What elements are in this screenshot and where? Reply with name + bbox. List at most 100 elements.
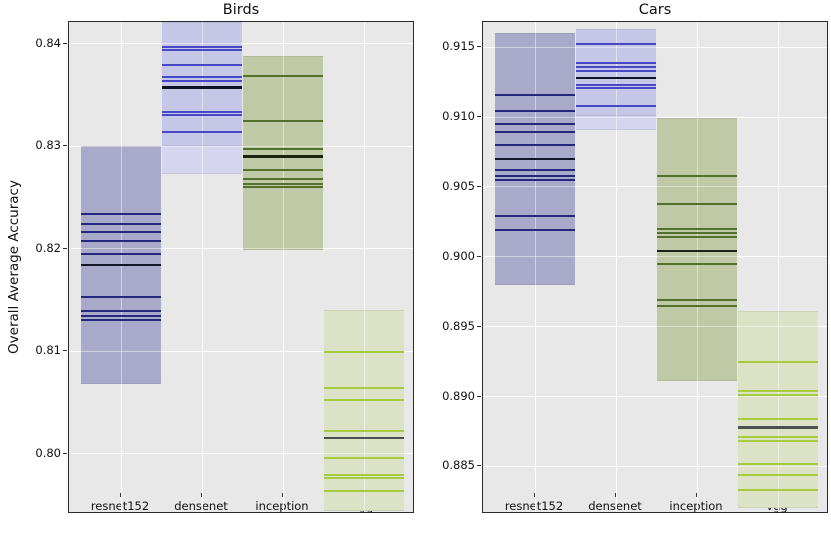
accuracy-line-densenet bbox=[162, 114, 242, 117]
gridline-vertical-overlay bbox=[534, 22, 536, 512]
y-tick-mark bbox=[63, 452, 67, 454]
accuracy-line-vgg-dark bbox=[738, 426, 818, 429]
accuracy-line-densenet bbox=[162, 80, 242, 83]
gridline-vertical bbox=[282, 22, 284, 512]
accuracy-line-resnet152 bbox=[495, 174, 575, 177]
y-axis-label: Overall Average Accuracy bbox=[6, 180, 22, 354]
y-tick-mark bbox=[477, 325, 481, 327]
accuracy-line-inception bbox=[657, 299, 737, 302]
accuracy-line-densenet bbox=[162, 64, 242, 67]
gridline-vertical-overlay bbox=[363, 22, 365, 512]
accuracy-line-vgg bbox=[324, 456, 404, 459]
panel-title-cars: Cars bbox=[638, 2, 672, 18]
gridline-horizontal bbox=[69, 453, 413, 455]
accuracy-line-densenet bbox=[576, 69, 656, 72]
gridline-vertical-overlay bbox=[777, 22, 779, 512]
x-tick-label-inception: inception bbox=[669, 499, 722, 513]
band-inception bbox=[243, 55, 323, 250]
panel-title-birds: Birds bbox=[222, 2, 260, 18]
accuracy-line-vgg bbox=[738, 473, 818, 476]
y-tick-mark bbox=[63, 145, 67, 147]
accuracy-line-vgg bbox=[738, 436, 818, 439]
accuracy-line-resnet152 bbox=[81, 295, 161, 298]
accuracy-line-inception bbox=[657, 227, 737, 230]
accuracy-line-resnet152 bbox=[495, 123, 575, 126]
gridline-horizontal-overlay bbox=[69, 248, 413, 250]
gridline-vertical-overlay bbox=[615, 22, 617, 512]
accuracy-line-densenet-dark bbox=[576, 76, 656, 80]
gridline-horizontal bbox=[483, 465, 827, 467]
accuracy-line-vgg-dark bbox=[324, 436, 404, 440]
gridline-horizontal bbox=[483, 326, 827, 328]
accuracy-line-resnet152 bbox=[495, 110, 575, 113]
x-tick-label-densenet: densenet bbox=[588, 499, 642, 513]
gridline-horizontal-overlay bbox=[69, 350, 413, 352]
gridline-horizontal bbox=[483, 186, 827, 188]
accuracy-line-vgg bbox=[324, 386, 404, 389]
accuracy-line-resnet152 bbox=[81, 240, 161, 243]
accuracy-line-vgg bbox=[324, 477, 404, 480]
accuracy-line-densenet bbox=[576, 104, 656, 107]
y-tick-label: 0.81 bbox=[35, 343, 61, 358]
y-tick-mark bbox=[477, 465, 481, 467]
accuracy-line-resnet152 bbox=[495, 178, 575, 181]
gridline-horizontal-overlay bbox=[483, 186, 827, 188]
y-tick-mark bbox=[63, 42, 67, 44]
gridline-horizontal-overlay bbox=[483, 465, 827, 467]
accuracy-line-inception-dark bbox=[243, 155, 323, 158]
accuracy-line-vgg bbox=[324, 351, 404, 354]
accuracy-line-resnet152 bbox=[81, 212, 161, 215]
gridline-horizontal-overlay bbox=[69, 145, 413, 147]
y-tick-label: 0.900 bbox=[442, 248, 475, 263]
accuracy-line-densenet bbox=[162, 45, 242, 48]
accuracy-line-resnet152 bbox=[495, 169, 575, 172]
accuracy-line-densenet bbox=[576, 86, 656, 89]
gridline-vertical-overlay bbox=[120, 22, 122, 512]
gridline-horizontal-overlay bbox=[69, 453, 413, 455]
band-inception bbox=[657, 118, 737, 382]
y-tick-mark bbox=[477, 185, 481, 187]
accuracy-line-vgg bbox=[738, 417, 818, 420]
gridline-horizontal bbox=[69, 248, 413, 250]
accuracy-line-densenet bbox=[576, 65, 656, 68]
band-densenet bbox=[162, 22, 242, 147]
gridline-vertical bbox=[615, 22, 617, 512]
accuracy-line-inception bbox=[243, 168, 323, 171]
y-tick-label: 0.885 bbox=[442, 458, 475, 473]
gridline-horizontal-overlay bbox=[483, 326, 827, 328]
accuracy-line-inception-dark bbox=[657, 249, 737, 253]
accuracy-line-inception bbox=[243, 186, 323, 189]
accuracy-line-resnet152-dark bbox=[81, 263, 161, 267]
accuracy-line-densenet bbox=[576, 83, 656, 86]
accuracy-line-vgg bbox=[738, 440, 818, 443]
accuracy-line-densenet bbox=[162, 130, 242, 133]
panel-birds: Birds 0.84 0.83 0.82 0.81 0.80 resnet152 dense… bbox=[35, 0, 414, 537]
accuracy-line-inception bbox=[243, 148, 323, 151]
y-tick-label: 0.895 bbox=[442, 318, 475, 333]
accuracy-line-resnet152 bbox=[81, 252, 161, 255]
accuracy-line-inception bbox=[657, 174, 737, 177]
accuracy-line-inception bbox=[243, 120, 323, 123]
accuracy-line-resnet152 bbox=[495, 229, 575, 232]
accuracy-line-inception bbox=[243, 177, 323, 180]
x-tick-label-resnet152: resnet152 bbox=[505, 499, 563, 513]
y-tick-label: 0.84 bbox=[35, 35, 61, 50]
accuracy-line-inception bbox=[657, 262, 737, 265]
gridline-horizontal-overlay bbox=[483, 396, 827, 398]
gridline-horizontal bbox=[483, 396, 827, 398]
gridline-vertical-overlay bbox=[282, 22, 284, 512]
accuracy-line-densenet bbox=[576, 61, 656, 64]
y-tick-label: 0.82 bbox=[35, 240, 61, 255]
accuracy-line-vgg bbox=[738, 462, 818, 465]
accuracy-line-vgg bbox=[324, 490, 404, 493]
accuracy-line-resnet152 bbox=[81, 315, 161, 318]
y-tick-mark bbox=[477, 255, 481, 257]
y-tick-label: 0.910 bbox=[442, 109, 475, 124]
gridline-horizontal-overlay bbox=[483, 46, 827, 48]
accuracy-line-densenet bbox=[162, 111, 242, 114]
y-tick-label: 0.83 bbox=[35, 138, 61, 153]
accuracy-line-resnet152 bbox=[81, 231, 161, 234]
gridline-vertical bbox=[777, 22, 779, 512]
gridline-horizontal-overlay bbox=[483, 116, 827, 118]
